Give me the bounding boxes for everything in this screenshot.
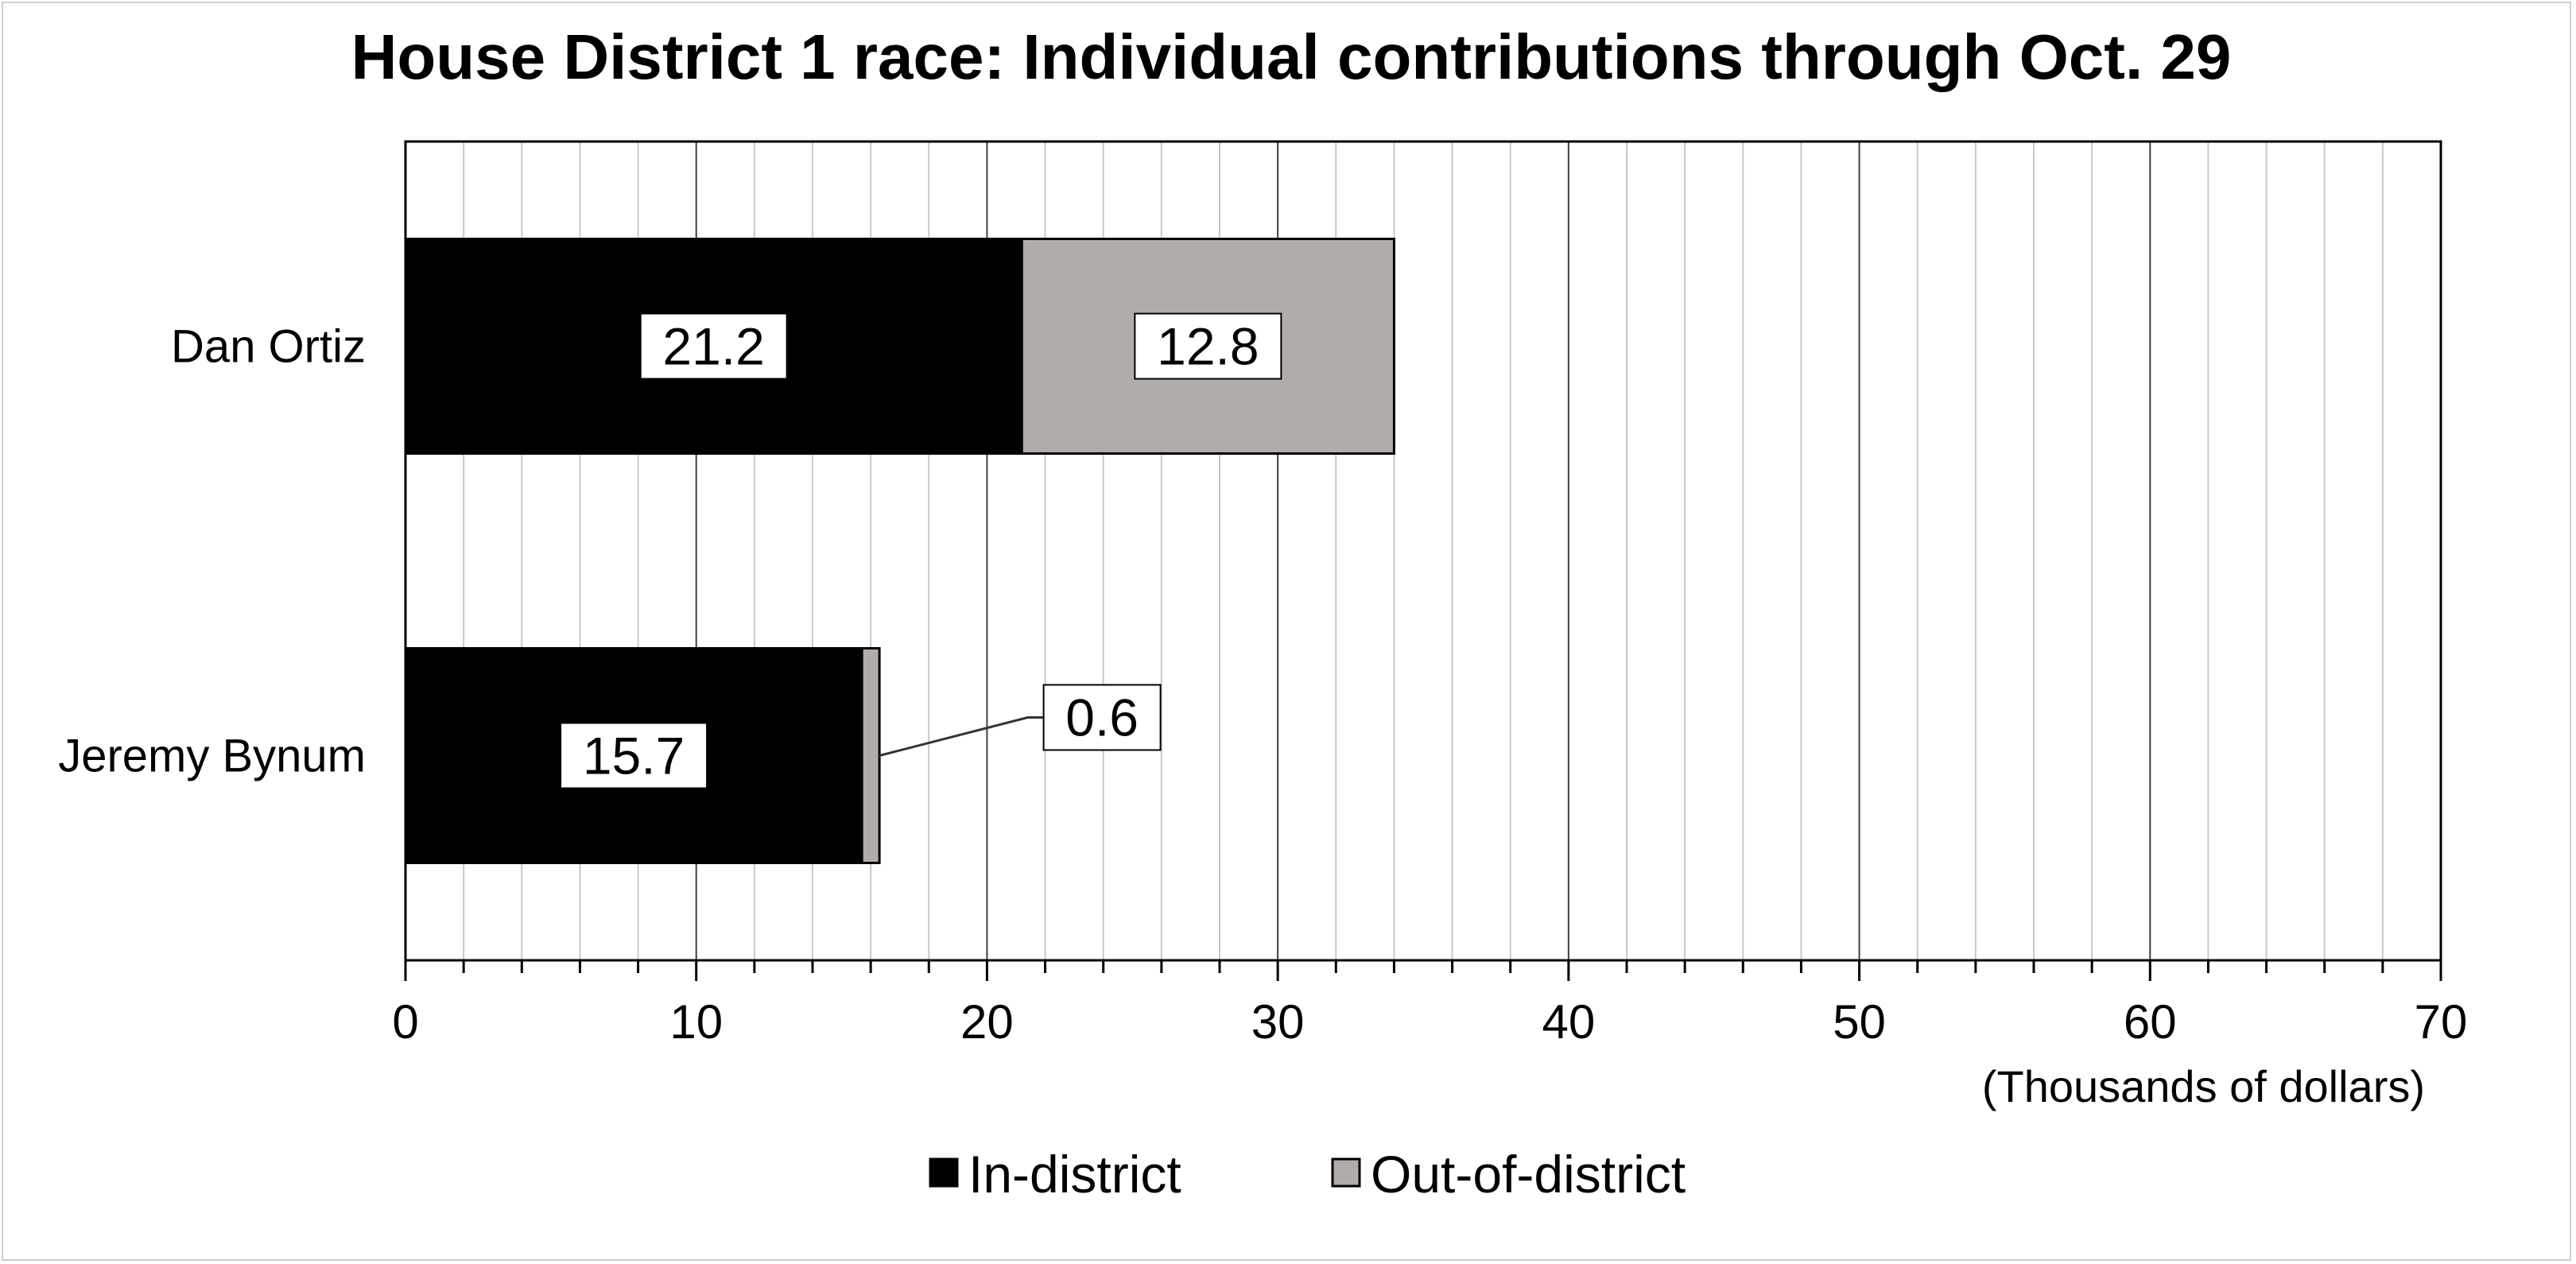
legend-label-in-district: In-district (968, 1145, 1181, 1204)
x-tick-label: 10 (669, 995, 723, 1049)
data-label: 12.8 (1157, 317, 1259, 376)
category-label: Jeremy Bynum (58, 731, 366, 782)
category-labels: Dan Ortiz Jeremy Bynum (58, 321, 366, 782)
x-tick-label: 0 (392, 995, 418, 1049)
bar-in-district-0 (404, 238, 1023, 455)
chart-title: House District 1 race: Individual contri… (351, 21, 2232, 92)
data-label: 21.2 (662, 317, 764, 376)
x-tick-label: 20 (960, 995, 1014, 1049)
x-axis-label: (Thousands of dollars) (1982, 1061, 2425, 1111)
data-label-box (639, 312, 788, 380)
legend-swatch-out-of-district (1331, 1157, 1361, 1188)
data-label-leader (879, 716, 1044, 757)
x-tick-label: 30 (1251, 995, 1305, 1049)
x-tick-label: 70 (2415, 995, 2468, 1049)
x-tick-label: 60 (2124, 995, 2177, 1049)
legend-swatch-in-district (929, 1157, 959, 1188)
data-label-box (1042, 684, 1162, 751)
data-label: 0.6 (1065, 688, 1139, 747)
x-tick-label: 40 (1542, 995, 1595, 1049)
x-tick-label: 50 (1833, 995, 1886, 1049)
data-label: 15.7 (583, 727, 685, 785)
data-label-box (560, 722, 708, 789)
legend: In-district Out-of-district (929, 1145, 1686, 1204)
data-label-box (1134, 312, 1282, 380)
legend-label-out-of-district: Out-of-district (1371, 1145, 1686, 1204)
data-labels: 21.2 12.8 15.7 0.6 (560, 312, 1282, 789)
bars (404, 238, 1395, 864)
x-axis: 0 10 20 30 40 50 60 70 (Thousands of dollars) (392, 959, 2468, 1111)
category-label: Dan Ortiz (171, 321, 366, 373)
bar-out-of-district-1 (860, 647, 881, 864)
